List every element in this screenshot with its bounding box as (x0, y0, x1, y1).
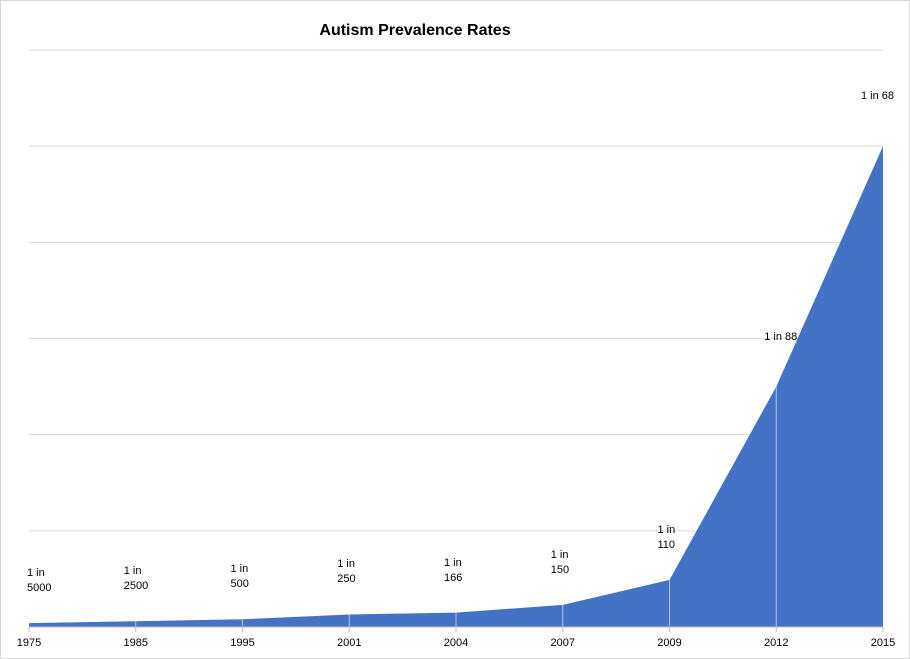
data-label: 1 in 250 (337, 558, 356, 586)
area (29, 146, 883, 627)
x-tick-label: 1995 (230, 637, 254, 649)
x-tick-label: 2009 (657, 637, 681, 649)
data-label: 1 in 68 (861, 90, 895, 103)
data-label: 1 in 2500 (123, 565, 149, 593)
x-tick-label: 2004 (444, 637, 468, 649)
x-tick-label: 2012 (764, 637, 788, 649)
data-label: 1 in 88 (764, 330, 798, 343)
data-label: 1 in 500 (230, 563, 249, 591)
x-tick-label: 2007 (551, 637, 575, 649)
data-label: 1 in 166 (444, 556, 463, 584)
x-tick-label: 2015 (871, 637, 895, 649)
chart-title: Autism Prevalence Rates (319, 22, 510, 39)
data-label: 1 in 5000 (27, 567, 52, 595)
data-label: 1 in 110 (657, 523, 676, 551)
x-tick-label: 2001 (337, 637, 361, 649)
x-tick-label: 1975 (17, 637, 41, 649)
x-tick-label: 1985 (124, 637, 148, 649)
data-label: 1 in 150 (550, 548, 570, 576)
